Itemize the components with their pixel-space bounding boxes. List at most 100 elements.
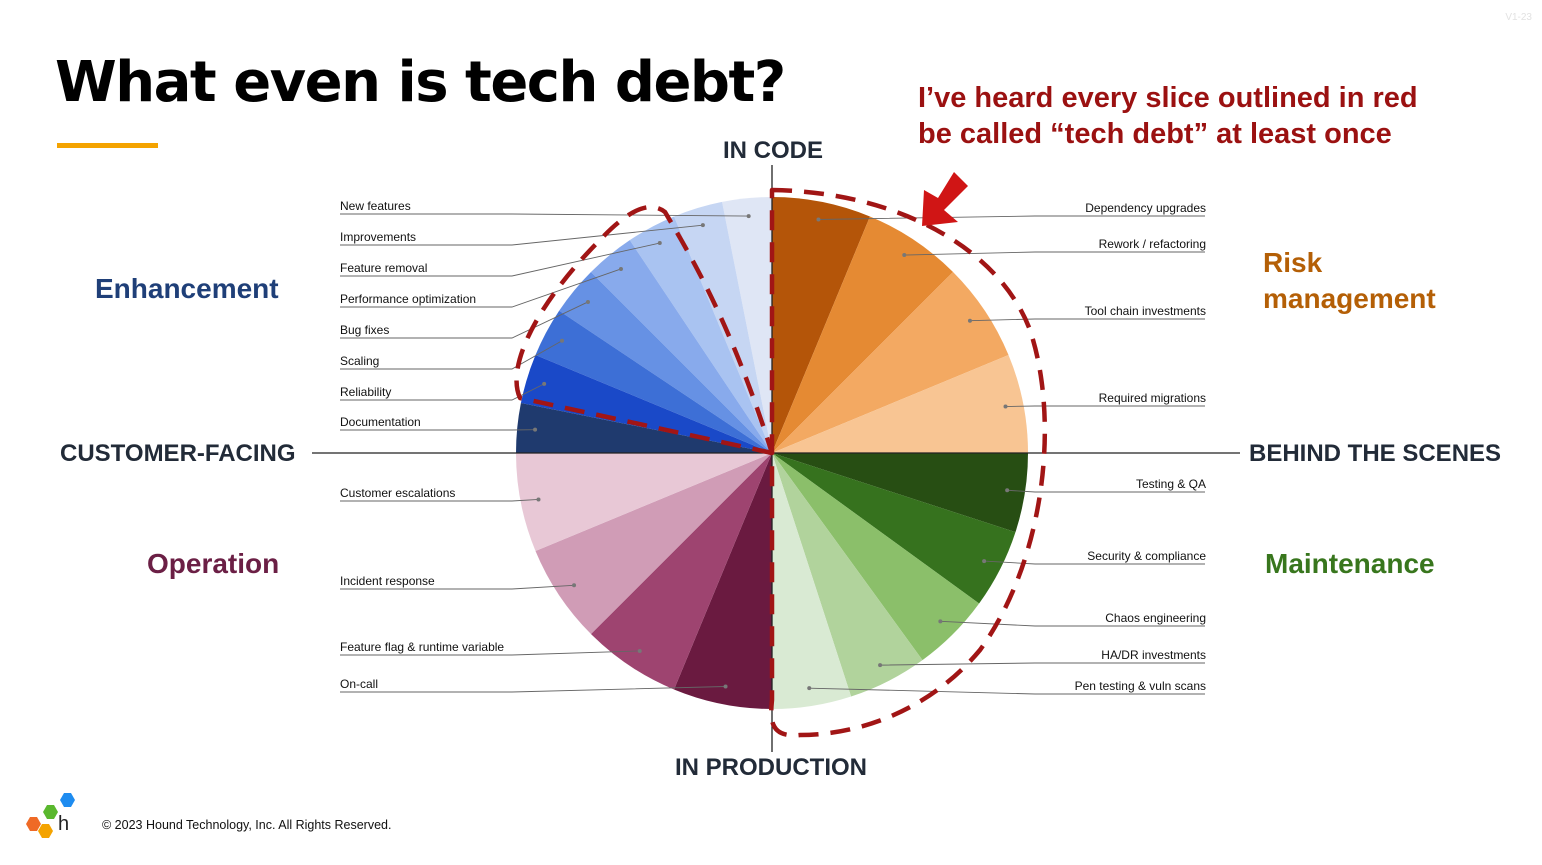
- slice-label-maintenance-3: HA/DR investments: [1101, 648, 1206, 662]
- pie-slice-risk-0: [772, 197, 870, 453]
- slice-label-risk-3: Required migrations: [1098, 391, 1206, 405]
- leader-dot-risk-1: [902, 253, 907, 258]
- slice-label-operation-2: Incident response: [340, 574, 435, 588]
- leader-dot-operation-3: [536, 497, 541, 502]
- leader-line-maintenance-1: [984, 560, 1205, 565]
- slice-label-enhancement-2: Feature removal: [340, 261, 428, 275]
- slice-label-enhancement-3: Performance optimization: [340, 292, 477, 306]
- leader-line-enhancement-3: [340, 268, 622, 308]
- pie-slice-operation-2: [535, 453, 772, 635]
- pie-slice-enhancement-0: [722, 197, 772, 453]
- leader-line-operation-3: [340, 498, 539, 502]
- leader-dot-enhancement-4: [585, 299, 590, 304]
- pie-slice-operation-0: [674, 453, 772, 709]
- pie-slice-enhancement-5: [535, 310, 772, 453]
- leader-line-enhancement-4: [340, 301, 589, 339]
- enhancement-dashed-outline: [514, 204, 775, 456]
- leader-line-maintenance-4: [809, 687, 1205, 695]
- callout-line-1: I’ve heard every slice outlined in red: [918, 82, 1418, 114]
- leader-dot-risk-3: [1003, 404, 1008, 409]
- pie-slice-operation-3: [516, 453, 772, 551]
- svg-text:h: h: [58, 813, 69, 835]
- slice-label-enhancement-0: New features: [340, 199, 411, 213]
- pie-slice-enhancement-3: [590, 240, 772, 453]
- pie-slice-enhancement-2: [629, 216, 772, 453]
- leader-line-enhancement-2: [340, 242, 660, 277]
- leader-line-enhancement-6: [340, 383, 545, 401]
- slice-label-maintenance-4: Pen testing & vuln scans: [1074, 679, 1206, 693]
- quadrant-label-risk-line-1: Risk: [1263, 247, 1323, 278]
- leader-dot-maintenance-1: [982, 559, 987, 564]
- quadrant-label-risk: Risk management: [1263, 245, 1436, 317]
- pie-slice-operation-1: [590, 453, 772, 690]
- leader-line-operation-0: [340, 686, 726, 693]
- leader-line-maintenance-3: [880, 662, 1205, 666]
- leader-dot-enhancement-3: [618, 266, 623, 271]
- leader-dot-enhancement-2: [657, 241, 662, 246]
- leader-dot-enhancement-0: [746, 214, 751, 219]
- leader-dot-enhancement-6: [542, 381, 547, 386]
- leader-line-operation-2: [340, 584, 575, 590]
- slice-label-enhancement-4: Bug fixes: [340, 323, 390, 337]
- leader-dot-risk-2: [967, 318, 972, 323]
- leader-dot-enhancement-5: [560, 338, 565, 343]
- pie-slice-maintenance-2: [772, 453, 980, 661]
- leader-line-risk-2: [969, 318, 1205, 322]
- leader-dot-enhancement-7: [533, 427, 538, 432]
- leader-dot-operation-0: [723, 684, 728, 689]
- callout-line-2: be called “tech debt” at least once: [918, 118, 1392, 150]
- leader-dot-operation-2: [572, 583, 577, 588]
- slice-label-enhancement-1: Improvements: [340, 230, 417, 244]
- leader-line-maintenance-2: [940, 620, 1205, 627]
- leader-line-operation-1: [340, 650, 640, 656]
- slice-label-enhancement-5: Scaling: [340, 354, 380, 368]
- slide-title: What even is tech debt?: [55, 50, 786, 115]
- leader-dot-maintenance-4: [807, 686, 812, 691]
- slice-label-maintenance-1: Security & compliance: [1087, 549, 1206, 563]
- pie-slice-enhancement-6: [520, 355, 772, 453]
- slice-label-enhancement-6: Reliability: [340, 385, 392, 399]
- quadrant-label-maintenance: Maintenance: [1265, 548, 1435, 579]
- pie-slice-risk-2: [772, 271, 1009, 453]
- leader-line-risk-0: [818, 215, 1205, 220]
- pie-slice-risk-1: [772, 216, 954, 453]
- leader-line-maintenance-0: [1007, 489, 1205, 493]
- pie-slice-maintenance-3: [772, 453, 923, 697]
- leader-dot-operation-1: [637, 648, 642, 653]
- copyright-text: © 2023 Hound Technology, Inc. All Rights…: [102, 818, 392, 832]
- slice-label-maintenance-0: Testing & QA: [1135, 477, 1206, 491]
- slice-label-operation-3: Customer escalations: [340, 486, 456, 500]
- quadrant-label-operation: Operation: [147, 548, 280, 579]
- slice-label-risk-1: Rework / refactoring: [1098, 237, 1206, 251]
- slice-label-enhancement-7: Documentation: [340, 415, 421, 429]
- leader-lines: [340, 213, 1205, 695]
- leader-line-enhancement-0: [340, 213, 749, 217]
- pie-slice-enhancement-4: [559, 271, 772, 453]
- leader-line-risk-1: [904, 251, 1205, 256]
- leader-line-enhancement-5: [340, 340, 563, 370]
- leader-line-enhancement-1: [340, 224, 703, 246]
- quadrant-label-risk-line-2: management: [1263, 283, 1436, 314]
- leader-line-risk-3: [1005, 405, 1205, 408]
- slice-label-operation-0: On-call: [340, 677, 379, 691]
- pie-slice-maintenance-4: [772, 453, 852, 709]
- behind-scenes-dashed-outline: [769, 187, 1048, 738]
- leader-dot-enhancement-1: [700, 223, 705, 228]
- leader-dot-risk-0: [816, 217, 821, 222]
- leader-dot-maintenance-3: [878, 663, 883, 668]
- title-underline: [57, 143, 158, 148]
- hound-logo: h: [25, 790, 80, 845]
- leader-dot-maintenance-2: [938, 619, 943, 624]
- slice-label-risk-2: Tool chain investments: [1084, 304, 1206, 318]
- quadrant-label-enhancement: Enhancement: [95, 273, 279, 304]
- axis-label-top: IN CODE: [723, 137, 824, 164]
- pie-slice-risk-3: [772, 355, 1028, 453]
- slice-label-operation-1: Feature flag & runtime variable: [340, 640, 505, 654]
- callout-arrow-icon: [922, 172, 968, 226]
- axis-label-bottom: IN PRODUCTION: [675, 754, 867, 781]
- slice-label-risk-0: Dependency upgrades: [1085, 201, 1206, 215]
- pie-slice-maintenance-1: [772, 453, 1016, 604]
- pie-slice-maintenance-0: [772, 453, 1028, 533]
- slice-label-maintenance-2: Chaos engineering: [1105, 611, 1206, 625]
